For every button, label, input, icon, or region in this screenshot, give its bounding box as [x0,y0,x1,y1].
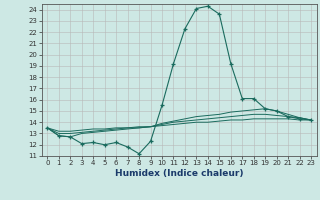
X-axis label: Humidex (Indice chaleur): Humidex (Indice chaleur) [115,169,244,178]
